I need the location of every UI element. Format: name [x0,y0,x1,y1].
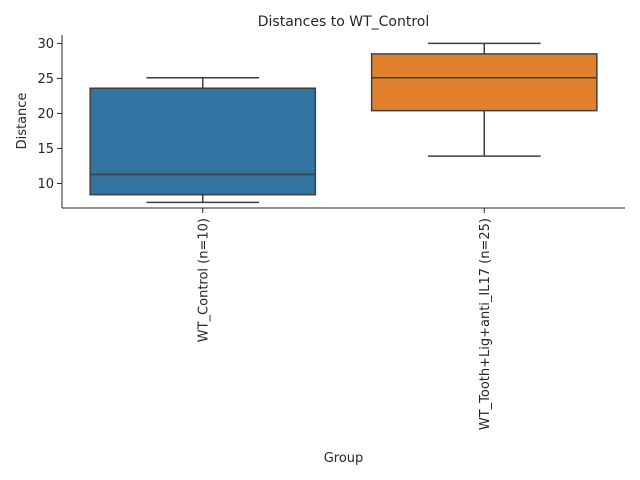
x-tick-label: WT_Tooth+Lig+anti_IL17 (n=25) [478,218,493,430]
box-1 [89,87,317,196]
y-tick-label: 10 [37,177,54,192]
x-axis-label: Group [324,451,364,466]
y-tick-label: 15 [37,142,54,157]
chart-title: Distances to WT_Control [258,14,429,30]
box-2 [370,53,598,112]
y-tick-label: 25 [37,72,54,87]
x-tick-label: WT_Control (n=10) [196,218,211,342]
y-axis-label: Distance [15,93,30,150]
plot-area: 10 15 20 25 30 WT_Control (n=10) WT_Tooth+Lig+… [37,35,625,430]
y-tick-label: 20 [37,107,54,122]
y-tick-label: 30 [37,37,54,52]
